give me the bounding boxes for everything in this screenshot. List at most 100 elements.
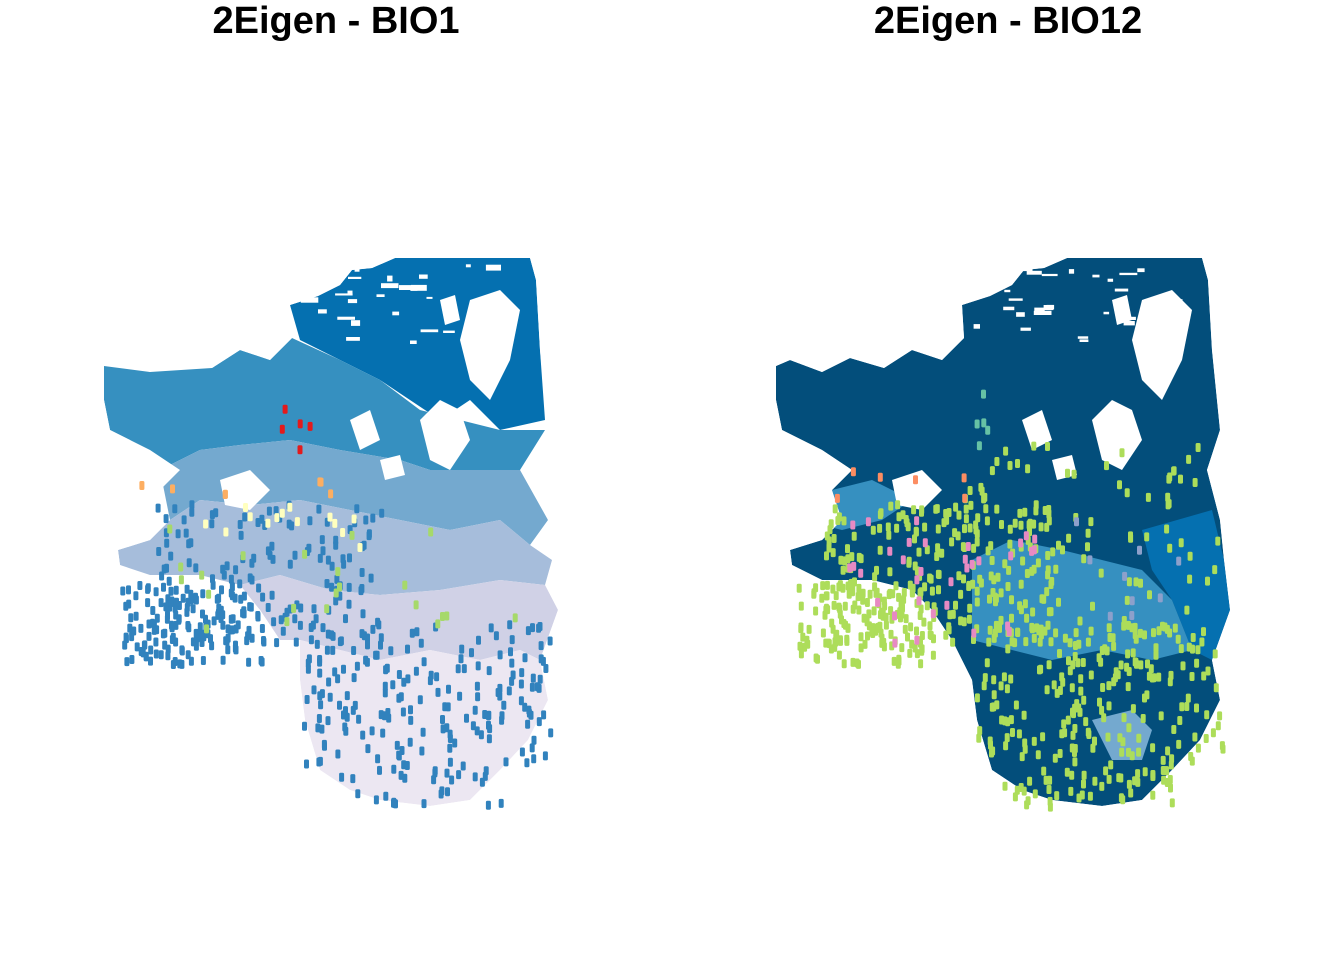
occurrence-point bbox=[334, 574, 340, 584]
panel-title-bio1: 2Eigen - BIO1 bbox=[212, 0, 460, 42]
water-channel bbox=[1026, 270, 1042, 275]
occurrence-point bbox=[225, 624, 231, 634]
occurrence-point bbox=[1151, 673, 1157, 683]
occurrence-point bbox=[259, 514, 265, 524]
occurrence-point bbox=[1070, 707, 1075, 717]
water-channel bbox=[1135, 335, 1142, 341]
occurrence-point bbox=[872, 582, 878, 592]
occurrence-point bbox=[474, 681, 480, 691]
occurrence-point bbox=[1031, 736, 1037, 746]
occurrence-point-accent bbox=[900, 555, 906, 565]
occurrence-point bbox=[209, 519, 215, 529]
occurrence-point bbox=[148, 656, 153, 666]
occurrence-point bbox=[850, 604, 856, 614]
water-channel bbox=[332, 272, 337, 275]
occurrence-point bbox=[947, 610, 953, 620]
occurrence-point bbox=[998, 588, 1004, 598]
occurrence-point bbox=[1061, 719, 1067, 729]
occurrence-point bbox=[173, 620, 179, 630]
occurrence-point bbox=[1167, 472, 1173, 482]
occurrence-point bbox=[983, 504, 989, 514]
occurrence-point bbox=[1069, 683, 1075, 693]
occurrence-point bbox=[193, 595, 199, 605]
occurrence-point-accent bbox=[906, 537, 912, 547]
occurrence-point bbox=[1138, 660, 1144, 670]
occurrence-point-accent bbox=[1157, 593, 1163, 603]
occurrence-point bbox=[127, 623, 133, 633]
occurrence-point bbox=[967, 486, 973, 495]
occurrence-point bbox=[832, 504, 838, 514]
occurrence-point bbox=[1071, 469, 1077, 479]
occurrence-point bbox=[346, 582, 352, 592]
occurrence-point bbox=[1180, 661, 1186, 671]
occurrence-point bbox=[1126, 779, 1132, 789]
occurrence-point bbox=[1201, 627, 1206, 637]
map-panel-bio12: 2Eigen - BIO12 bbox=[672, 0, 1344, 960]
occurrence-point bbox=[233, 565, 239, 575]
occurrence-point bbox=[1004, 684, 1010, 694]
occurrence-point bbox=[354, 661, 360, 671]
occurrence-point bbox=[317, 657, 323, 667]
occurrence-point bbox=[519, 747, 525, 757]
water-channel bbox=[1016, 312, 1025, 317]
occurrence-point bbox=[497, 650, 503, 660]
occurrence-point bbox=[474, 726, 480, 736]
occurrence-point bbox=[307, 516, 313, 526]
occurrence-point bbox=[318, 700, 324, 710]
occurrence-point bbox=[919, 646, 925, 656]
occurrence-point-accent bbox=[440, 612, 445, 621]
occurrence-point-accent bbox=[865, 517, 871, 527]
occurrence-point bbox=[311, 604, 317, 614]
occurrence-point bbox=[850, 657, 856, 667]
occurrence-point bbox=[887, 567, 893, 577]
occurrence-point-accent bbox=[402, 580, 408, 590]
occurrence-point bbox=[1184, 702, 1190, 711]
occurrence-point-accent bbox=[340, 528, 346, 537]
occurrence-point bbox=[124, 657, 130, 667]
occurrence-point bbox=[186, 539, 192, 549]
occurrence-point bbox=[963, 514, 969, 524]
occurrence-point bbox=[1073, 641, 1078, 650]
occurrence-point bbox=[1195, 645, 1201, 655]
occurrence-point bbox=[998, 615, 1004, 625]
occurrence-point bbox=[327, 692, 333, 702]
occurrence-point bbox=[1129, 751, 1135, 761]
occurrence-point bbox=[162, 640, 168, 650]
occurrence-point bbox=[1117, 480, 1122, 490]
occurrence-point bbox=[143, 651, 149, 661]
occurrence-point bbox=[449, 775, 455, 785]
occurrence-point-accent bbox=[914, 516, 920, 526]
occurrence-point bbox=[956, 571, 962, 581]
occurrence-point-accent bbox=[918, 567, 924, 576]
occurrence-point bbox=[266, 506, 272, 516]
occurrence-point bbox=[163, 514, 169, 524]
occurrence-point bbox=[284, 607, 290, 617]
occurrence-point bbox=[844, 636, 850, 646]
occurrence-point bbox=[911, 505, 917, 515]
occurrence-point bbox=[974, 586, 980, 596]
occurrence-point bbox=[368, 573, 374, 583]
occurrence-point bbox=[936, 585, 941, 595]
occurrence-point bbox=[529, 682, 535, 692]
occurrence-point bbox=[509, 658, 515, 668]
occurrence-point bbox=[1088, 670, 1094, 680]
occurrence-point bbox=[316, 714, 322, 723]
occurrence-point bbox=[131, 626, 137, 636]
occurrence-point-accent bbox=[1018, 538, 1024, 548]
occurrence-point bbox=[259, 624, 265, 633]
occurrence-point bbox=[1090, 601, 1095, 611]
occurrence-point bbox=[153, 637, 159, 647]
occurrence-point bbox=[883, 620, 889, 630]
map-panel-bio1: 2Eigen - BIO1 bbox=[104, 0, 558, 810]
occurrence-point-accent bbox=[167, 524, 173, 534]
occurrence-point bbox=[366, 531, 372, 541]
occurrence-point bbox=[1140, 714, 1146, 723]
occurrence-point bbox=[970, 579, 976, 589]
occurrence-point bbox=[456, 770, 462, 780]
occurrence-point-accent bbox=[892, 611, 897, 621]
occurrence-point bbox=[364, 657, 370, 667]
occurrence-point bbox=[877, 545, 883, 555]
occurrence-point bbox=[146, 619, 152, 629]
occurrence-point bbox=[452, 738, 458, 748]
occurrence-point-accent bbox=[1129, 611, 1135, 620]
